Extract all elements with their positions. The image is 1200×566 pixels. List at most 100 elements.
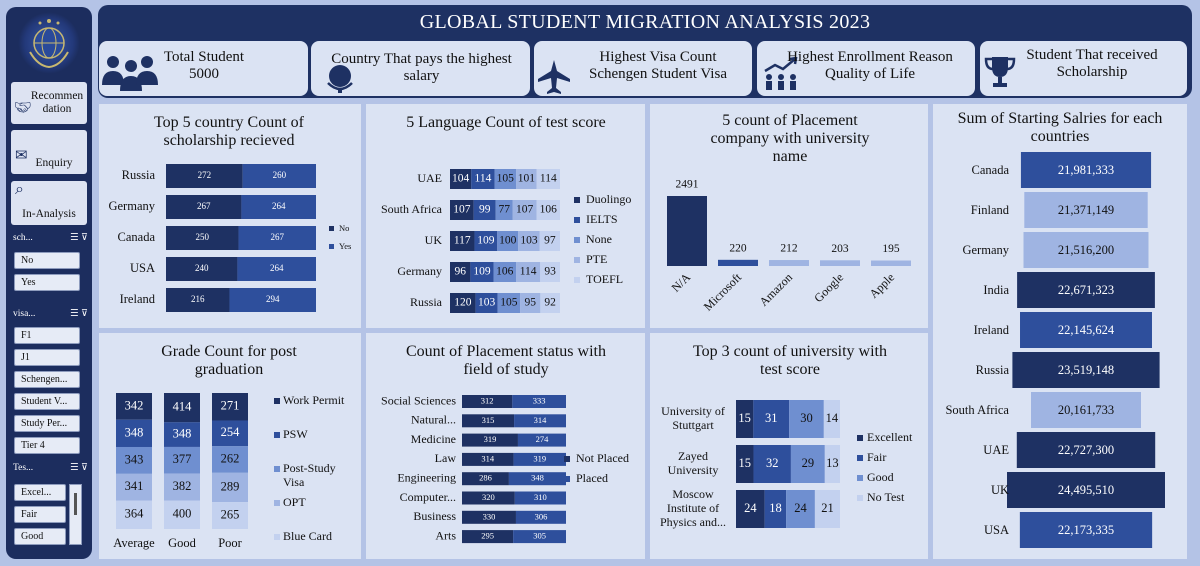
legend-swatch xyxy=(274,534,280,540)
bar-segment xyxy=(450,262,471,282)
bar-segment xyxy=(238,226,316,250)
bar-segment xyxy=(229,288,316,312)
data-label: 21,371,149 xyxy=(1058,203,1114,217)
bar-segment xyxy=(753,400,790,438)
category-label: Physics and... xyxy=(660,515,726,529)
data-label: 77 xyxy=(498,204,510,216)
scrollbar-thumb[interactable] xyxy=(74,493,77,515)
chart-title: 5 count of Placement company with univer… xyxy=(710,112,870,165)
bar-segment xyxy=(536,169,560,189)
bar-segment xyxy=(462,530,514,544)
clear-filter-icon[interactable]: ⊽ xyxy=(81,309,88,319)
chart-title: Top 5 country Count of scholarship recie… xyxy=(154,114,304,149)
placement-company-chart: 2491 N/A 220 Microsoft 212 Amazon 203 Google 195… xyxy=(667,179,911,314)
legend-swatch xyxy=(574,217,580,223)
bar-segment xyxy=(513,452,566,466)
data-label: 348 xyxy=(125,425,144,439)
bar-segment xyxy=(470,262,494,282)
data-label: 24 xyxy=(744,501,757,515)
data-label: 314 xyxy=(534,415,548,425)
data-label: 15 xyxy=(739,456,752,470)
slicer-item-j1[interactable]: J1 xyxy=(14,349,80,366)
slicer-item-fair[interactable]: Fair xyxy=(14,506,66,523)
slicer-item-study-permit[interactable]: Study Per... xyxy=(14,415,80,432)
data-label: 333 xyxy=(533,395,546,405)
clear-filter-icon[interactable]: ⊽ xyxy=(81,463,88,473)
bar-segment xyxy=(473,200,496,220)
data-label: 305 xyxy=(533,531,546,541)
bar-segment xyxy=(164,446,200,474)
emblem-logo xyxy=(18,12,80,74)
kpi-card-visa-count: Highest Visa Count Schengen Student Visa xyxy=(534,41,752,96)
bar-segment xyxy=(237,257,316,281)
analysis-magnifier-icon: ⌕ xyxy=(15,181,24,198)
slicer-item-schengen[interactable]: Schengen... xyxy=(14,371,80,388)
category-label: South Africa xyxy=(945,403,1009,417)
enquiry-nav-button[interactable]: ✉ Enquiry xyxy=(11,130,87,174)
data-label: 18 xyxy=(769,501,782,515)
kpi-label: Total Student xyxy=(163,49,245,65)
data-label: 364 xyxy=(125,507,145,521)
data-label: 414 xyxy=(173,400,193,414)
scholarship-slicer-header: sch... ☰ ⊽ xyxy=(13,232,88,244)
slicer-item-no[interactable]: No xyxy=(14,252,80,269)
slicer-item-label: Yes xyxy=(21,277,36,288)
bar xyxy=(718,259,758,266)
bar xyxy=(1007,472,1165,508)
category-label: UK xyxy=(991,483,1009,497)
multi-select-icon[interactable]: ☰ xyxy=(70,309,79,319)
legend-swatch xyxy=(274,466,280,472)
data-label: 96 xyxy=(454,266,466,278)
airplane-icon xyxy=(538,60,570,94)
legend-swatch xyxy=(274,398,280,404)
page-title: GLOBAL STUDENT MIGRATION ANALYSIS 2023 xyxy=(419,11,871,33)
slicer-item-student-visa[interactable]: Student V... xyxy=(14,393,80,410)
multi-select-icon[interactable]: ☰ xyxy=(70,463,79,473)
handshake-icon: 🤝︎ xyxy=(14,101,32,116)
category-label: Good xyxy=(168,536,197,550)
slicer-item-excellent[interactable]: Excel... xyxy=(14,484,66,501)
legend-label: PTE xyxy=(586,252,607,266)
bar-segment xyxy=(166,226,239,250)
category-label: Russia xyxy=(410,295,443,309)
placement-company-panel: 5 count of Placement company with univer… xyxy=(650,104,928,328)
bar-segment xyxy=(450,200,474,220)
category-label: Canada xyxy=(972,163,1010,177)
category-label: Zayed xyxy=(678,449,708,463)
slicer-item-good[interactable]: Good xyxy=(14,528,66,545)
enquiry-label: Enquiry xyxy=(35,157,73,169)
chart-title: Count of Placement status with field of … xyxy=(406,343,606,378)
multi-select-icon[interactable]: ☰ xyxy=(70,233,79,243)
bar-segment xyxy=(753,445,791,483)
kpi-text: Student That received Scholarship xyxy=(1002,47,1182,81)
slicer-item-f1[interactable]: F1 xyxy=(14,327,80,344)
legend-swatch xyxy=(274,432,280,438)
data-label: 312 xyxy=(481,395,494,405)
data-label: 348 xyxy=(173,427,192,441)
in-analysis-nav-button[interactable]: ⌕ In-Analysis xyxy=(11,181,87,225)
bar-segment xyxy=(814,490,840,528)
bar-segment xyxy=(471,169,495,189)
legend-label: Blue Card xyxy=(283,529,332,543)
clear-filter-icon[interactable]: ⊽ xyxy=(81,233,88,243)
data-label: 22,173,335 xyxy=(1058,523,1114,537)
bar xyxy=(1031,392,1141,428)
bar-segment xyxy=(790,445,825,483)
slicer-item-tier4[interactable]: Tier 4 xyxy=(14,437,80,454)
bar-segment xyxy=(166,288,230,312)
slicer-item-yes[interactable]: Yes xyxy=(14,274,80,291)
category-label: Apple xyxy=(866,270,897,301)
salaries-chart: 21,981,333 Canada 21,371,149 Finland 21,516,… xyxy=(945,152,1165,548)
category-label: Computer... xyxy=(400,490,456,504)
data-label: 14 xyxy=(826,411,839,425)
slicer-scrollbar[interactable] xyxy=(69,484,82,545)
trophy-icon xyxy=(984,57,1016,87)
legend-swatch xyxy=(564,476,570,482)
data-label: 260 xyxy=(273,170,287,180)
kpi-card-scholarship: Student That received Scholarship xyxy=(980,41,1187,96)
data-label: 2491 xyxy=(676,179,699,191)
recommendation-nav-button[interactable]: 🤝︎ Recommen dation xyxy=(11,82,87,124)
data-label: 240 xyxy=(195,263,209,273)
